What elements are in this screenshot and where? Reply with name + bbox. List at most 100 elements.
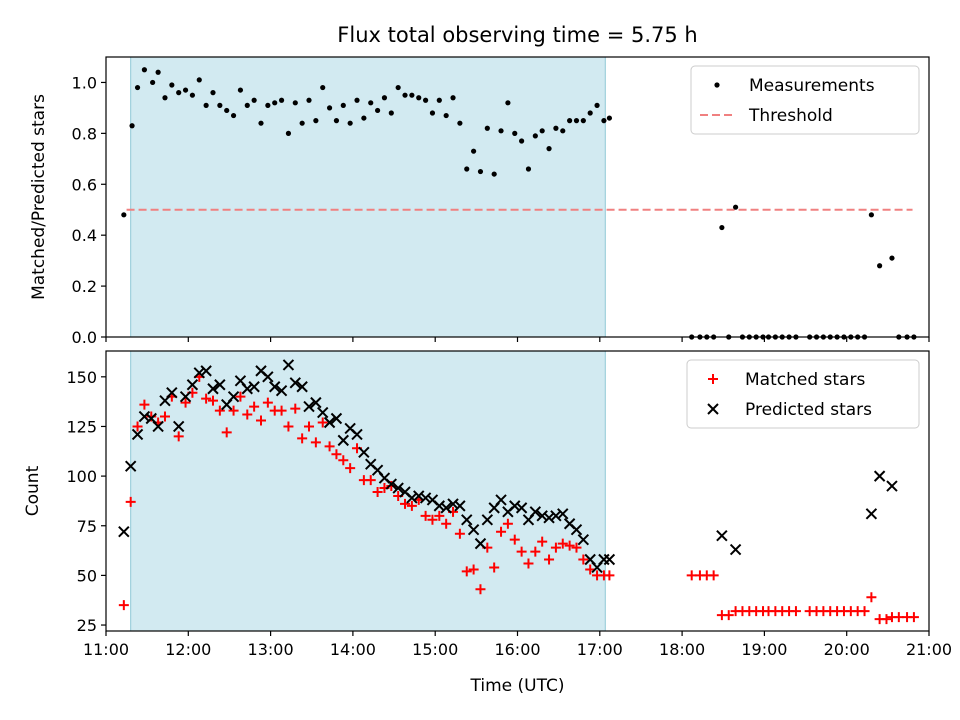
x-tick-label: 14:00 (330, 640, 376, 659)
matched-star-point (324, 441, 335, 452)
matched-star-point (297, 433, 308, 444)
measurement-point (237, 87, 244, 93)
predicted-star-point (241, 383, 253, 395)
matched-star-point (365, 475, 376, 486)
predicted-star-point (729, 543, 742, 556)
y-tick-label: 125 (66, 417, 97, 436)
measurement-point (388, 110, 394, 116)
predicted-star-point (481, 514, 494, 526)
x-tick-label: 16:00 (494, 640, 540, 659)
measurement-point (889, 255, 895, 261)
measurement-point (129, 123, 135, 129)
matched-star-point (159, 411, 170, 422)
measurement-point (573, 118, 580, 124)
measurement-point (340, 102, 346, 108)
matched-star-point (372, 486, 383, 497)
measurement-point (162, 95, 168, 101)
measurement-point (278, 97, 285, 103)
predicted-star-point (303, 400, 315, 413)
matched-star-point (276, 405, 287, 416)
measurement-point (587, 110, 593, 116)
predicted-star-point (865, 508, 878, 520)
observing-window-band (130, 56, 606, 338)
measurement-point (258, 120, 264, 126)
matched-star-point (557, 538, 568, 549)
measurement-point (347, 120, 353, 126)
predicted-star-point (358, 446, 370, 458)
predicted-star-point (248, 381, 260, 393)
matched-star-point (866, 592, 877, 603)
measurement-point (491, 171, 497, 177)
measurement-point (306, 97, 312, 103)
predicted-star-point (124, 460, 137, 472)
predicted-star-point (454, 500, 466, 512)
predicted-star-point (269, 381, 281, 393)
measurement-point (532, 133, 538, 139)
matched-star-point (516, 546, 527, 557)
y-tick-label: 0.2 (72, 277, 97, 296)
predicted-star-point (570, 524, 583, 536)
predicted-star-point (179, 390, 192, 403)
measurement-point (292, 100, 298, 106)
matched-star-point (544, 554, 555, 565)
matched-star-point (475, 584, 486, 595)
measurement-point (141, 67, 148, 73)
matched-star-point (201, 393, 212, 404)
measurement-point (546, 146, 552, 152)
measurement-point (877, 263, 883, 269)
x-tick-label: 20:00 (824, 640, 870, 659)
measurement-point (594, 102, 600, 108)
measurement-point (525, 166, 532, 172)
predicted-star-point (495, 494, 507, 506)
x-tick-label: 17:00 (577, 640, 623, 659)
measurement-point (196, 77, 202, 83)
predicted-star-point (289, 377, 301, 389)
matched-star-point (283, 421, 294, 432)
measurement-point (176, 90, 182, 96)
measurement-point (450, 95, 456, 101)
star-count-chart: 25 50 75 100 125 150 11:00 12:00 13:00 14:00 15:00… (23, 350, 952, 659)
predicted-star-point (543, 512, 555, 524)
matched-star-point (221, 427, 232, 438)
y-tick-label: 25 (77, 616, 97, 635)
legend-box (690, 65, 920, 135)
predicted-star-point (310, 396, 322, 409)
measurement-point (436, 97, 442, 103)
matched-star-point (345, 463, 356, 474)
measurement-point (395, 84, 401, 91)
matched-star-point (530, 546, 541, 557)
y-tick-label: 1.0 (72, 73, 97, 92)
predicted-star-point (193, 367, 205, 379)
x-tick-label: 21:00 (906, 640, 952, 659)
matched-star-point (723, 610, 734, 621)
measurement-point (203, 102, 209, 108)
predicted-star-point (529, 506, 542, 518)
matched-star-point (139, 399, 150, 410)
legend-label: Predicted stars (745, 400, 872, 420)
measurement-point (560, 128, 566, 134)
measurement-point (244, 102, 250, 108)
matched-star-point (441, 518, 452, 529)
measurement-point (601, 118, 607, 124)
measurement-point (374, 107, 381, 114)
measurement-point (416, 95, 422, 101)
y-tick-label: 100 (66, 467, 97, 486)
x-tick-label: 11:00 (83, 640, 129, 659)
matched-star-point (468, 564, 479, 575)
x-axis-label: Time (UTC) (470, 676, 565, 696)
matched-star-point (550, 542, 561, 553)
matched-star-point (406, 500, 417, 511)
measurement-point (457, 120, 463, 126)
measurement-point (224, 107, 230, 114)
predicted-star-point (385, 478, 398, 490)
y-tick-label: 0.0 (72, 328, 97, 347)
predicted-star-point (447, 498, 459, 510)
measurement-point (429, 110, 436, 116)
measurement-point (471, 148, 477, 154)
measurement-point (567, 118, 573, 124)
predicted-star-point (550, 510, 562, 522)
measurement-point (272, 100, 278, 106)
measurement-point (169, 82, 175, 88)
measurement-point (443, 112, 449, 119)
matched-star-point (604, 570, 615, 581)
